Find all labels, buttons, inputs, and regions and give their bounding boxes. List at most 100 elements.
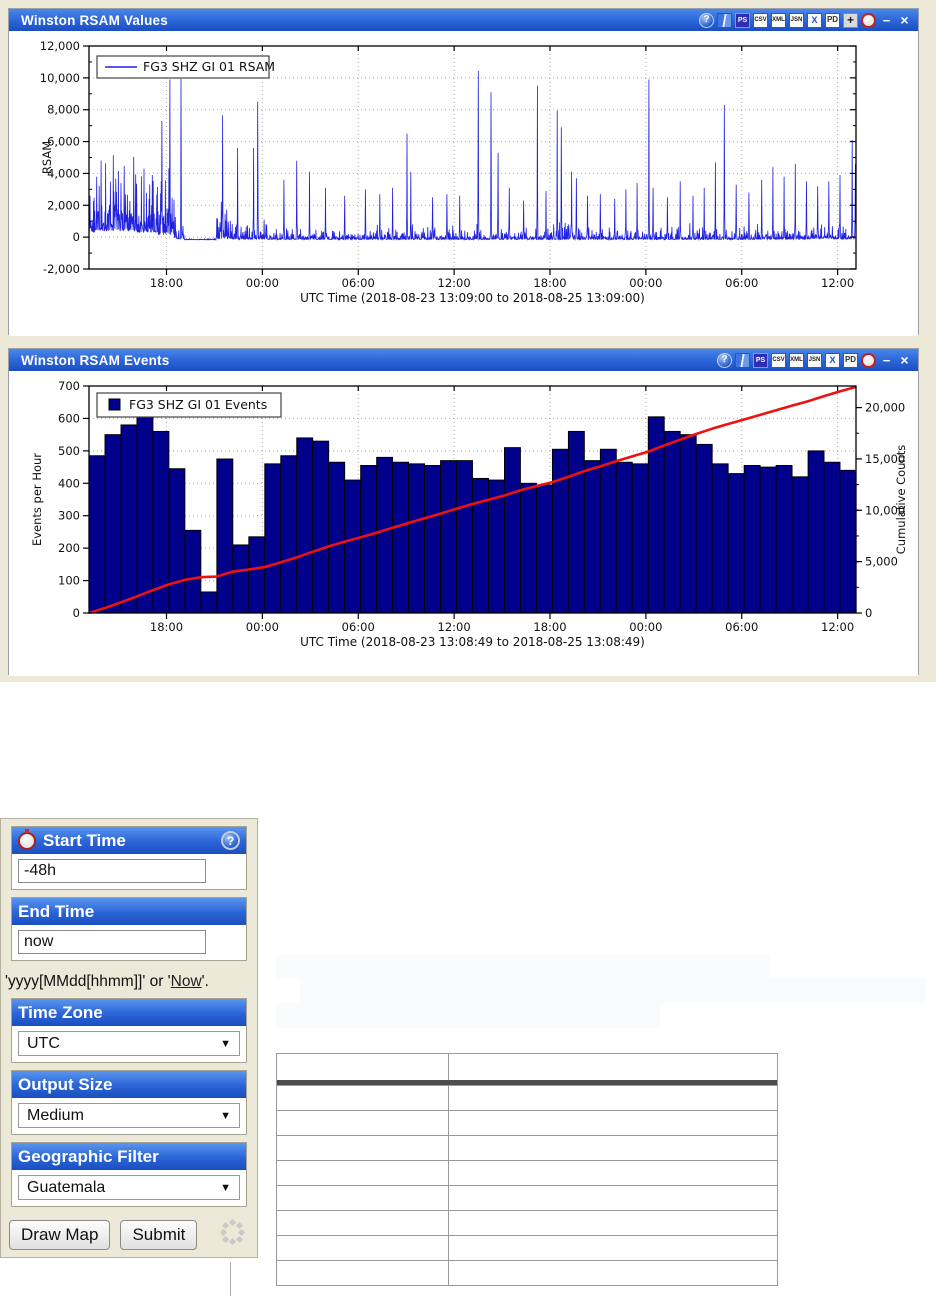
svg-text:700: 700 xyxy=(58,379,80,393)
svg-text:00:00: 00:00 xyxy=(629,620,662,634)
geographic-filter-header: Geographic Filter xyxy=(12,1143,246,1170)
table-header-separator xyxy=(277,1080,777,1085)
rsam-values-panel: Winston RSAM Values ? PS CSV XML JSN X PD + − × -… xyxy=(8,8,919,336)
loading-spinner-icon xyxy=(219,1218,246,1250)
rsam-events-title: Winston RSAM Events xyxy=(21,352,170,368)
start-time-input[interactable] xyxy=(18,859,206,883)
table-cell xyxy=(277,1211,449,1235)
table-cell xyxy=(449,1161,777,1185)
svg-text:RSAM: RSAM xyxy=(40,141,54,174)
svg-text:18:00: 18:00 xyxy=(533,620,566,634)
rsam-values-toolbar: ? PS CSV XML JSN X PD + − × xyxy=(699,12,912,28)
geographic-filter-select[interactable]: Guatemala ▼ xyxy=(18,1175,240,1200)
table-row xyxy=(277,1260,777,1285)
rsam-values-title: Winston RSAM Values xyxy=(21,12,168,28)
end-time-input[interactable] xyxy=(18,930,206,954)
svg-text:FG3 SHZ GI 01 Events: FG3 SHZ GI 01 Events xyxy=(129,397,267,412)
svg-text:00:00: 00:00 xyxy=(246,620,279,634)
output-size-select[interactable]: Medium ▼ xyxy=(18,1103,240,1128)
submit-button[interactable]: Submit xyxy=(120,1219,198,1250)
svg-text:500: 500 xyxy=(58,444,80,458)
excel-icon[interactable]: X xyxy=(807,12,822,28)
help-icon[interactable]: ? xyxy=(717,352,732,368)
output-size-header: Output Size xyxy=(12,1071,246,1098)
postscript-icon[interactable]: PS xyxy=(753,352,768,368)
table-cell xyxy=(449,1236,777,1260)
xml-icon[interactable]: XML xyxy=(789,352,804,368)
table-cell xyxy=(277,1186,449,1210)
svg-text:300: 300 xyxy=(58,509,80,523)
faint-block xyxy=(276,955,770,978)
rsam-values-chart: -2,000 0 2,000 4,000 6,000 8,000 10,000 12,000 1… xyxy=(9,31,918,336)
time-controls-sidebar: Start Time ? End Time 'yyyy[MMdd[hhmm]]'… xyxy=(0,818,258,1258)
table-cell xyxy=(449,1111,777,1135)
pdf-icon[interactable]: PD xyxy=(843,352,858,368)
time-zone-label: Time Zone xyxy=(18,1002,103,1022)
end-time-label: End Time xyxy=(18,901,95,921)
start-time-label: Start Time xyxy=(43,830,126,850)
table-cell xyxy=(277,1086,449,1110)
minimize-icon[interactable]: − xyxy=(882,352,891,368)
svg-text:18:00: 18:00 xyxy=(150,620,183,634)
json-icon[interactable]: JSN xyxy=(789,12,804,28)
book-icon[interactable] xyxy=(735,352,750,368)
time-zone-header: Time Zone xyxy=(12,999,246,1026)
table-row xyxy=(277,1235,777,1260)
svg-text:12,000: 12,000 xyxy=(40,39,80,53)
table-header-row xyxy=(277,1054,777,1080)
stopwatch-icon xyxy=(18,828,36,850)
xml-icon[interactable]: XML xyxy=(771,12,786,28)
svg-text:10,000: 10,000 xyxy=(40,71,80,85)
book-icon[interactable] xyxy=(717,12,732,28)
table-cell xyxy=(277,1054,449,1080)
table-cell xyxy=(277,1136,449,1160)
svg-text:00:00: 00:00 xyxy=(629,276,662,290)
svg-text:10,000: 10,000 xyxy=(865,503,905,517)
faint-block xyxy=(276,1003,660,1028)
frame-edge-line xyxy=(230,1262,231,1296)
close-icon[interactable]: × xyxy=(900,352,909,368)
help-icon[interactable]: ? xyxy=(221,831,240,850)
svg-text:-2,000: -2,000 xyxy=(43,262,80,276)
table-cell xyxy=(277,1236,449,1260)
table-cell xyxy=(449,1136,777,1160)
rsam-events-panel: Winston RSAM Events ? PS CSV XML JSN X PD − × 0 1… xyxy=(8,348,919,676)
table-cell xyxy=(277,1111,449,1135)
excel-icon[interactable]: X xyxy=(825,352,840,368)
svg-text:Cumulative Counts: Cumulative Counts xyxy=(894,445,908,554)
svg-text:Events per Hour: Events per Hour xyxy=(30,453,44,546)
csv-icon[interactable]: CSV xyxy=(753,12,768,28)
rsam-events-chart: 0 100 200 300 400 500 600 700 0 5,000 10,000 15,000… xyxy=(9,371,918,676)
csv-icon[interactable]: CSV xyxy=(771,352,786,368)
close-icon[interactable]: × xyxy=(900,12,909,28)
pdf-icon[interactable]: PD xyxy=(825,12,840,28)
table-row xyxy=(277,1085,777,1110)
table-cell xyxy=(449,1054,777,1080)
svg-text:200: 200 xyxy=(58,541,80,555)
postscript-icon[interactable]: PS xyxy=(735,12,750,28)
time-zone-select[interactable]: UTC ▼ xyxy=(18,1031,240,1056)
end-time-header: End Time xyxy=(12,898,246,925)
chevron-down-icon: ▼ xyxy=(220,1181,231,1194)
now-link[interactable]: Now xyxy=(170,973,202,990)
plus-icon[interactable]: + xyxy=(843,12,858,28)
table-row xyxy=(277,1135,777,1160)
start-time-header: Start Time ? xyxy=(12,827,246,854)
clock-icon[interactable] xyxy=(861,352,876,368)
svg-text:0: 0 xyxy=(73,606,80,620)
svg-text:06:00: 06:00 xyxy=(725,620,758,634)
svg-text:18:00: 18:00 xyxy=(150,276,183,290)
svg-text:600: 600 xyxy=(58,411,80,425)
draw-map-button[interactable]: Draw Map xyxy=(9,1219,111,1250)
svg-text:UTC Time (2018-08-23 13:08:49: UTC Time (2018-08-23 13:08:49 to 2018-08… xyxy=(300,635,645,649)
json-icon[interactable]: JSN xyxy=(807,352,822,368)
svg-text:400: 400 xyxy=(58,476,80,490)
svg-text:100: 100 xyxy=(58,574,80,588)
minimize-icon[interactable]: − xyxy=(882,12,891,28)
table-cell xyxy=(449,1086,777,1110)
table-row xyxy=(277,1160,777,1185)
svg-text:UTC Time (2018-08-23 13:09:00: UTC Time (2018-08-23 13:09:00 to 2018-08… xyxy=(300,291,645,305)
clock-icon[interactable] xyxy=(861,12,876,28)
table-row xyxy=(277,1185,777,1210)
help-icon[interactable]: ? xyxy=(699,12,714,28)
